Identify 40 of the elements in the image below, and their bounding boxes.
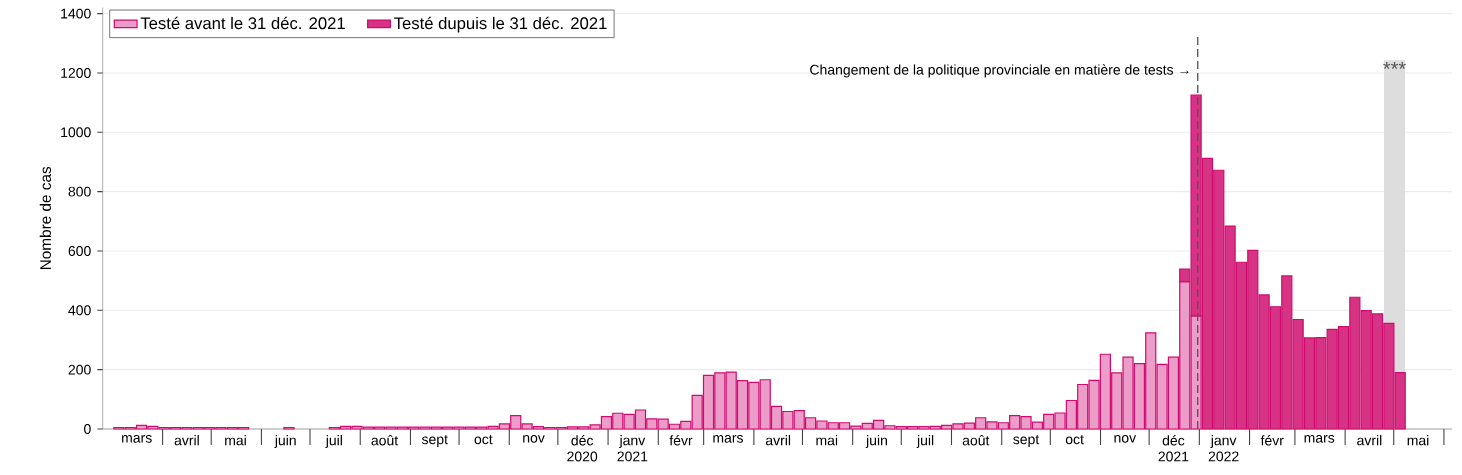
band-label: *** <box>1383 61 1406 69</box>
x-tick-label: mai <box>225 435 246 446</box>
x-tick-label: déc 2021 <box>1158 435 1189 462</box>
y-tick-label: 1200 <box>61 67 91 78</box>
x-tick-label: avril <box>1357 435 1382 446</box>
x-tick-label: nov <box>523 435 545 443</box>
x-tick-label: mars <box>122 435 152 443</box>
x-tick-label: juil <box>916 435 934 449</box>
y-tick-label: 400 <box>68 305 91 316</box>
x-tick-label: mars <box>1304 435 1335 443</box>
x-tick-label: mai <box>1407 435 1429 446</box>
x-tick-label: mars <box>713 435 743 443</box>
x-tick-label: févr <box>669 435 693 446</box>
x-tick-label: févr <box>1260 435 1284 446</box>
x-tick-label: août <box>962 435 990 446</box>
y-tick-label: 1000 <box>61 127 91 138</box>
y-tick-label: 1400 <box>61 8 91 19</box>
x-tick-label: juin <box>865 435 887 449</box>
x-tick-label: juin <box>274 435 296 449</box>
y-tick-label: 200 <box>68 364 91 375</box>
y-tick-label: 0 <box>84 424 91 434</box>
x-tick-label: janv 2021 <box>617 435 648 462</box>
x-tick-label: sept <box>421 435 448 447</box>
x-tick-label: nov <box>1114 435 1137 443</box>
x-tick-label: oct <box>1065 435 1084 445</box>
x-tick-label: août <box>371 435 399 446</box>
y-axis-title: Nombre de cas <box>39 166 51 270</box>
x-tick-label: juil <box>325 435 342 449</box>
ref-line-label: Changement de la politique provinciale en matière de tests → <box>810 64 1189 78</box>
x-tick-label: avril <box>765 435 791 446</box>
legend-label: Testé avant le 31 déc. 2021 <box>140 16 345 30</box>
x-tick-label: janv 2022 <box>1208 435 1239 462</box>
x-tick-label: sept <box>1013 435 1040 447</box>
x-tick-label: avril <box>174 435 199 446</box>
legend-label: Testé dupuis le 31 déc. 2021 <box>394 16 607 33</box>
x-tick-label: déc 2020 <box>567 435 598 462</box>
x-tick-label: mai <box>816 435 838 446</box>
y-tick-label: 800 <box>68 186 91 197</box>
x-tick-label: oct <box>474 435 493 445</box>
y-tick-label: 600 <box>68 246 91 256</box>
